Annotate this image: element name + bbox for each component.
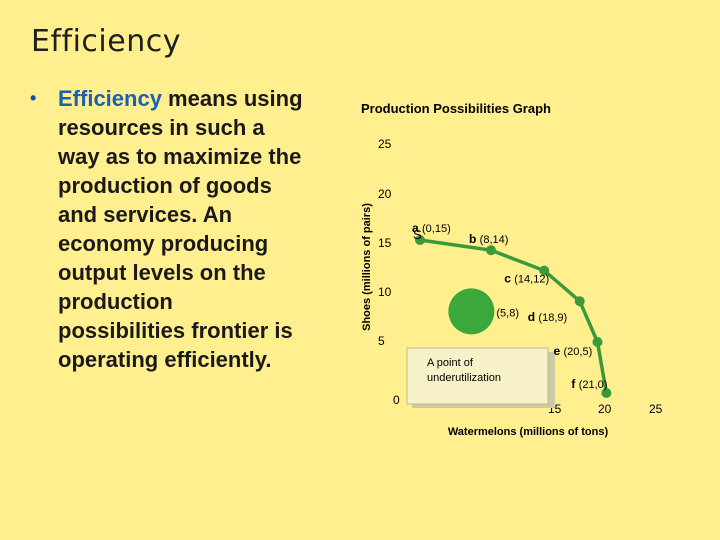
curve-label: S <box>413 227 422 242</box>
y-tick-label: 5 <box>378 334 385 348</box>
inner-point <box>448 288 495 335</box>
y-tick-label: 10 <box>378 285 392 299</box>
y-axis-label: Shoes (millions of pairs) <box>361 203 373 331</box>
ppf-point-marker <box>592 337 603 347</box>
ppf-point-labels: a (0,15) b (8,14) c (14,12) d (18,9) e (20,5… <box>412 221 607 391</box>
ppf-point-marker <box>415 235 425 245</box>
bullet-dot-icon: • <box>30 88 37 108</box>
ppf-point-label: d (18,9) <box>528 310 567 324</box>
y-tick-label: 20 <box>378 187 392 201</box>
ppf-point-marker <box>539 265 550 276</box>
y-tick-label: 15 <box>378 236 392 250</box>
y-tick-labels: 25 20 15 10 5 0 <box>378 137 400 407</box>
slide-title: Efficiency <box>31 24 181 59</box>
ppf-point-label: b (8,14) <box>469 232 508 246</box>
ppf-points <box>415 235 612 398</box>
bullet-text: Efficiency means using resources in such… <box>58 84 305 374</box>
ppf-curve <box>419 238 609 394</box>
ppf-point-label: c (14,12) <box>504 272 549 286</box>
y-tick-label: 0 <box>393 393 400 407</box>
ppf-point-label: e (20,5) <box>554 344 593 358</box>
underutilization-callout: A point of underutilization <box>406 347 555 408</box>
ppf-point-marker <box>486 245 496 256</box>
x-axis-label: Watermelons (millions of tons) <box>448 426 609 438</box>
ppf-point-label: a (0,15) <box>412 221 451 235</box>
x-tick-label: 25 <box>649 402 663 416</box>
ppf-point-marker <box>601 388 612 398</box>
y-tick-label: 25 <box>378 137 392 151</box>
bullet-item: • Efficiency means using resources in su… <box>30 84 305 374</box>
x-tick-label: 20 <box>598 402 612 416</box>
bullet-body: means using resources in such a way as t… <box>58 86 303 372</box>
chart-title: Production Possibilities Graph <box>361 101 551 116</box>
bullet-list: • Efficiency means using resources in su… <box>30 84 305 374</box>
inner-point-label: (5,8) <box>496 307 519 319</box>
ppf-point-marker <box>574 296 585 307</box>
bullet-highlight: Efficiency <box>58 86 162 111</box>
callout-text: A point of underutilization <box>427 357 501 384</box>
ppf-point-label: f (21,0) <box>571 377 607 391</box>
callout-box <box>406 347 549 405</box>
x-tick-labels: 15 20 25 <box>548 402 663 416</box>
